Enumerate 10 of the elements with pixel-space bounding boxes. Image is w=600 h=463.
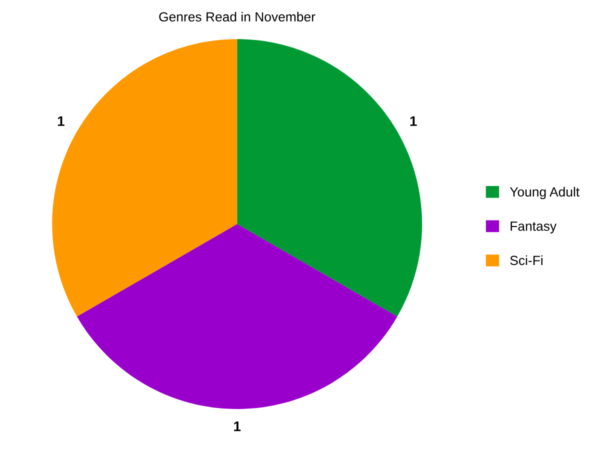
pie-slice (52, 39, 238, 317)
chart-title: Genres Read in November (159, 12, 316, 22)
legend-label: Young Adult (510, 186, 580, 200)
data-label: 1 (410, 116, 417, 126)
legend-label: Fantasy (510, 222, 557, 234)
pie-slice (76, 224, 398, 410)
legend-label: Sci-Fi (510, 255, 542, 266)
data-label: 1 (58, 116, 64, 126)
data-label: 1 (234, 422, 241, 432)
pie-slice (237, 39, 422, 317)
